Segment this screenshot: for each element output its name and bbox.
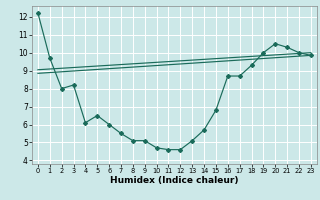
X-axis label: Humidex (Indice chaleur): Humidex (Indice chaleur) [110,176,239,185]
